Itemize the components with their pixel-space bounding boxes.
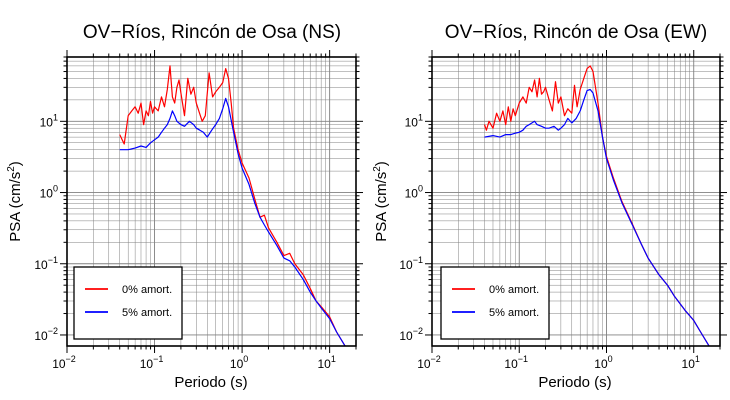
x-axis-label: Periodo (s) [538, 374, 611, 391]
legend: 0% amort. 5% amort. [73, 266, 183, 340]
series-line-1 [119, 97, 346, 346]
legend-label-0: 0% amort. [122, 284, 172, 296]
x-tick-label: 10−2 [417, 354, 441, 371]
series-line-0 [119, 65, 346, 346]
plot-frame [66, 56, 357, 347]
legend: 0% amort. 5% amort. [440, 266, 550, 340]
y-tick-label: 101 [405, 112, 423, 129]
y-tick-label: 10−1 [399, 255, 423, 272]
y-tick-label: 100 [405, 184, 423, 201]
series-line-1 [484, 88, 710, 346]
legend-label-1: 5% amort. [489, 307, 539, 319]
y-tick-label: 10−2 [34, 326, 58, 343]
chart-title: OV−Ríos, Rincón de Osa (EW) [445, 22, 707, 43]
y-tick-label: 100 [40, 184, 58, 201]
plot-frame [431, 56, 721, 347]
x-tick-label: 10−1 [140, 354, 164, 371]
x-tick-label: 100 [230, 354, 248, 371]
y-tick-label: 101 [40, 112, 58, 129]
x-tick-label: 10−2 [52, 354, 76, 371]
y-tick-label: 10−2 [399, 326, 423, 343]
y-axis-label: PSA (cm/s2) [6, 161, 24, 242]
chart-panel-1: 10−2 10−1 100 101 10−2 10−1 100 101 OV−Ríos, Rin… [372, 22, 727, 391]
legend-box [440, 266, 550, 340]
x-tick-label: 101 [682, 354, 700, 371]
chart-title: OV−Ríos, Rincón de Osa (NS) [83, 22, 341, 43]
legend-box [73, 266, 183, 340]
chart-panel-0: 10−2 10−1 100 101 10−2 10−1 100 101 OV−Ríos, Rin… [6, 22, 363, 391]
x-tick-label: 10−1 [504, 354, 528, 371]
legend-label-0: 0% amort. [489, 284, 539, 296]
x-axis-label: Periodo (s) [174, 374, 247, 391]
legend-label-1: 5% amort. [122, 307, 172, 319]
x-tick-label: 101 [317, 354, 335, 371]
x-tick-label: 100 [594, 354, 612, 371]
grid [432, 57, 720, 346]
y-tick-label: 10−1 [34, 255, 58, 272]
y-axis-label: PSA (cm/s2) [372, 161, 390, 242]
